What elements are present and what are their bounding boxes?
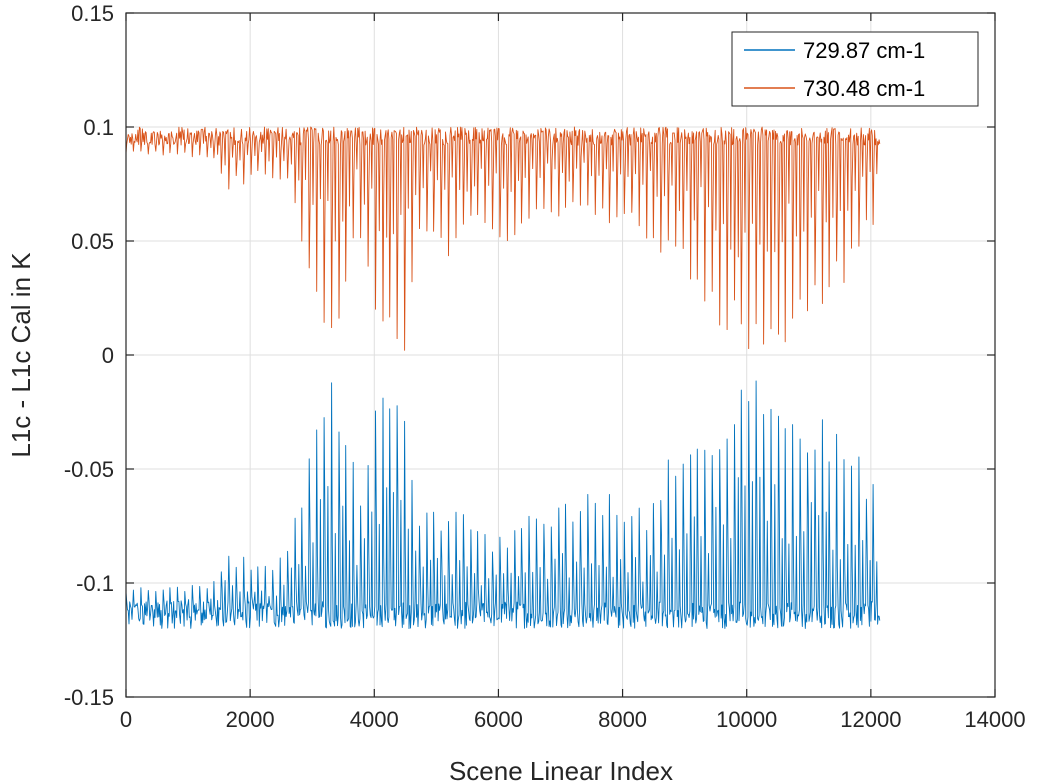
ticks-layer: 0 2000 4000 6000 8000 10000 12000 14000 -0.15 -0.…	[64, 1, 1026, 732]
y-tick-label: -0.15	[64, 685, 114, 710]
y-axis-title: L1c - L1c Cal in K	[6, 252, 36, 458]
y-tick-label: 0.15	[71, 1, 114, 26]
x-tick-label: 12000	[840, 707, 901, 732]
y-tick-label: -0.05	[64, 457, 114, 482]
x-tick-label: 6000	[474, 707, 523, 732]
x-tick-label: 0	[120, 707, 132, 732]
series-line-1	[125, 380, 881, 629]
legend: 729.87 cm-1 730.48 cm-1	[731, 31, 979, 107]
y-tick-label: 0	[102, 343, 114, 368]
x-tick-label: 8000	[598, 707, 647, 732]
x-axis-title: Scene Linear Index	[449, 756, 673, 784]
legend-label-series-1: 729.87 cm-1	[803, 38, 925, 63]
series-layer	[125, 126, 881, 629]
y-tick-label: -0.1	[76, 571, 114, 596]
series-line-2	[125, 126, 881, 351]
y-tick-label: 0.1	[83, 115, 114, 140]
y-tick-label: 0.05	[71, 229, 114, 254]
x-tick-label: 2000	[226, 707, 275, 732]
x-tick-label: 10000	[716, 707, 777, 732]
x-tick-label: 14000	[964, 707, 1025, 732]
x-tick-label: 4000	[350, 707, 399, 732]
legend-label-series-2: 730.48 cm-1	[803, 76, 925, 101]
legend-box	[731, 31, 979, 107]
grid-layer	[125, 12, 996, 698]
